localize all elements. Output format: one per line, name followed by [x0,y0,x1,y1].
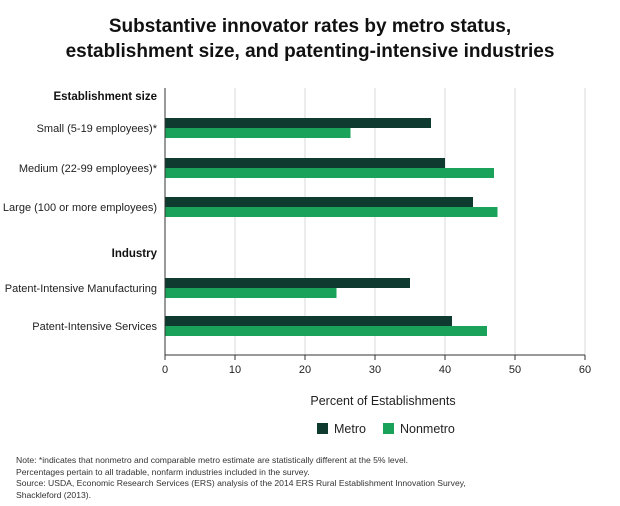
bar-nonmetro [165,207,498,217]
bar-nonmetro [165,128,351,138]
category-label: Large (100 or more employees) [3,202,157,214]
category-label: Patent-Intensive Manufacturing [5,283,157,295]
legend-swatch-metro [317,423,328,434]
x-tick-label: 10 [229,364,241,376]
legend: Metro Nonmetro [317,422,455,436]
note-line-2: Percentages pertain to all tradable, non… [16,466,310,477]
legend-swatch-nonmetro [383,423,394,434]
bar-nonmetro [165,168,494,178]
group-header: Establishment size [53,91,157,103]
x-tick-label: 40 [439,364,451,376]
group-header: Industry [112,248,158,260]
chart-note: Note: *indicates that nonmetro and compa… [16,455,606,501]
axis-layer: 0 10 20 30 40 50 60 [162,88,591,376]
chart-title-line-2: establishment size, and patenting-intens… [65,41,555,62]
note-line-3: Source: USDA, Economic Research Services… [16,478,466,488]
chart-title-line-1: Substantive innovator rates by metro sta… [108,16,512,37]
x-axis-label: Percent of Establishments [310,394,455,408]
category-label: Patent-Intensive Services [32,321,157,333]
bar-metro [165,197,473,207]
x-tick-label: 50 [509,364,521,376]
category-label: Medium (22-99 employees)* [19,163,158,175]
bar-nonmetro [165,288,337,298]
x-tick-label: 60 [579,364,591,376]
chart-title: Substantive innovator rates by metro sta… [0,14,620,64]
bars-layer [165,118,498,336]
legend-label-metro: Metro [334,422,366,436]
x-tick-label: 30 [369,364,381,376]
bar-metro [165,278,410,288]
x-tick-label: 20 [299,364,311,376]
bar-metro [165,316,452,326]
x-tick-label: 0 [162,364,168,376]
note-line-4: Shackleford (2013). [16,489,91,500]
legend-label-nonmetro: Nonmetro [400,422,455,436]
category-label: Small (5-19 employees)* [37,123,158,135]
bar-chart: Establishment size Small (5-19 employees)… [3,88,591,436]
note-line-1: Note: *indicates that nonmetro and compa… [16,455,409,465]
bar-metro [165,158,445,168]
bar-nonmetro [165,326,487,336]
labels-layer: Establishment size Small (5-19 employees)… [3,91,456,408]
bar-metro [165,118,431,128]
